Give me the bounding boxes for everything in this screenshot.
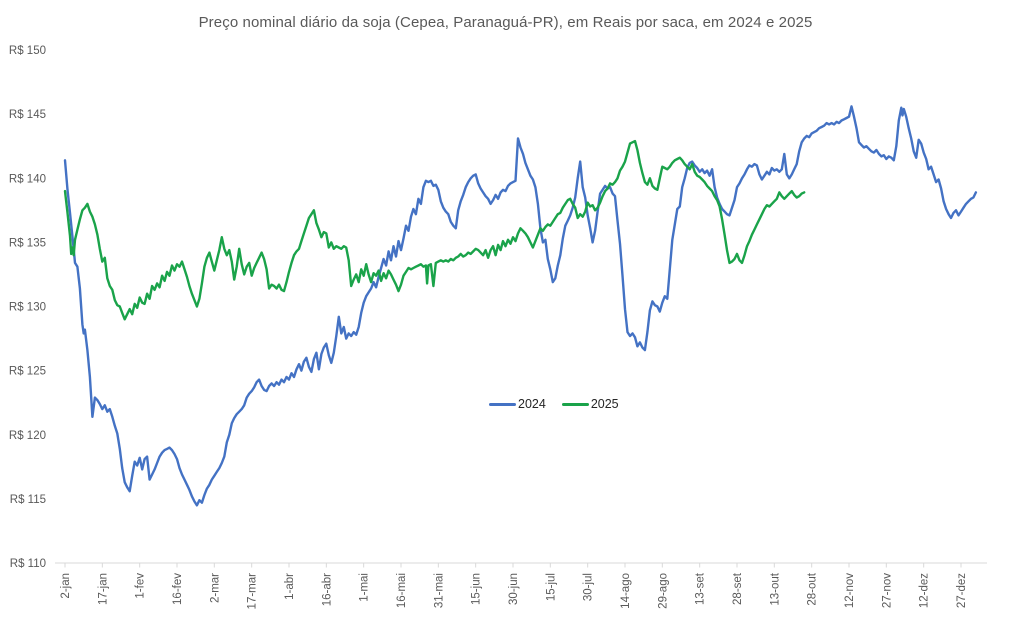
x-axis-tick-label: 16-mai	[396, 573, 408, 608]
x-axis-tick-label: 29-ago	[657, 573, 669, 609]
x-axis-tick-label: 1-abr	[284, 573, 296, 600]
legend-label-2024: 2024	[518, 397, 546, 411]
chart-title: Preço nominal diário da soja (Cepea, Par…	[198, 14, 813, 31]
x-axis-tick-label: 16-fev	[172, 573, 184, 605]
x-axis-tick-label: 16-abr	[321, 573, 333, 606]
x-axis-tick-label: 27-dez	[956, 573, 968, 608]
x-axis-tick-label: 31-mai	[433, 573, 445, 608]
y-axis-tick-label: R$ 150	[9, 45, 46, 57]
y-axis-tick-label: R$ 135	[9, 237, 46, 249]
y-axis-tick-label: R$ 145	[9, 109, 46, 121]
x-axis-tick-label: 2-mar	[209, 573, 221, 603]
x-axis-tick-label: 2-jan	[60, 573, 72, 599]
x-axis-tick-label: 13-out	[769, 572, 781, 605]
y-axis-tick-label: R$ 130	[9, 302, 46, 314]
series-line-2024	[63, 105, 978, 507]
x-axis-tick-label: 15-jun	[471, 573, 483, 605]
legend-line-2025-icon	[561, 402, 589, 406]
legend-line-2024-icon	[489, 402, 516, 406]
x-axis-tick-label: 1-fev	[135, 573, 147, 599]
legend-label-2025: 2025	[590, 397, 619, 411]
x-axis-tick-label: 13-set	[695, 572, 707, 605]
y-axis-tick-label: R$ 140	[9, 173, 46, 185]
chart-legend: 2024 2025	[489, 397, 619, 411]
x-axis-tick-label: 1-mai	[359, 573, 371, 602]
x-axis-tick-label: 30-jul	[583, 573, 595, 601]
y-axis-tick-label: R$ 110	[10, 558, 46, 570]
x-axis-tick-label: 27-nov	[881, 573, 893, 608]
series-line-2025	[63, 139, 806, 321]
legend-item-2024: 2024	[489, 397, 546, 411]
y-axis-tick-label: R$ 120	[9, 430, 46, 442]
x-axis-tick-label: 12-dez	[919, 573, 931, 608]
x-axis-tick-label: 17-jan	[97, 573, 109, 605]
y-axis-tick-label: R$ 115	[10, 494, 46, 506]
x-axis-tick-label: 28-set	[732, 572, 744, 605]
y-axis-tick-label: R$ 125	[9, 366, 46, 378]
x-axis-tick-label: 14-ago	[620, 573, 632, 609]
x-axis-tick-label: 12-nov	[844, 573, 856, 608]
x-axis-tick-label: 15-jul	[545, 573, 557, 601]
x-axis-tick-label: 30-jun	[508, 573, 520, 605]
legend-item-2025: 2025	[561, 397, 619, 411]
x-axis-tick-label: 28-out	[807, 572, 819, 605]
x-axis-tick-label: 17-mar	[247, 573, 259, 610]
